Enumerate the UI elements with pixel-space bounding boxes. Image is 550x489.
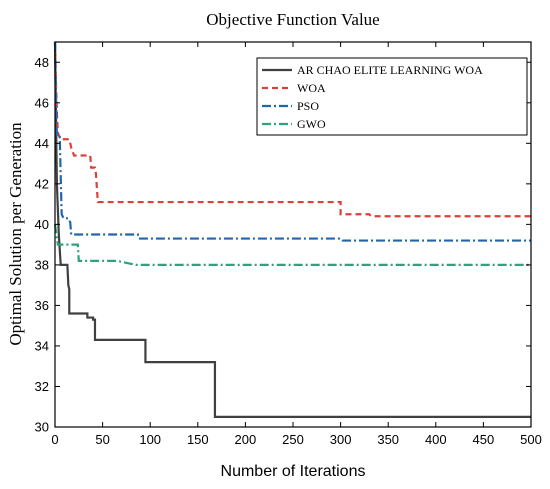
x-tick-label: 500 bbox=[520, 432, 542, 447]
x-tick-label: 50 bbox=[95, 432, 109, 447]
x-tick-label: 100 bbox=[139, 432, 161, 447]
x-tick-label: 250 bbox=[282, 432, 304, 447]
legend-label-1: AR CHAO ELITE LEARNING WOA bbox=[297, 63, 483, 77]
x-tick-label: 0 bbox=[51, 432, 58, 447]
y-tick-label: 44 bbox=[35, 136, 49, 151]
series-line-3 bbox=[53, 41, 531, 242]
y-tick-label: 48 bbox=[35, 55, 49, 70]
legend-box bbox=[256, 57, 528, 136]
x-axis-label: Number of Iterations bbox=[221, 463, 366, 480]
y-tick-label: 42 bbox=[35, 176, 49, 191]
series-line-2 bbox=[53, 41, 531, 218]
x-tick-label: 300 bbox=[330, 432, 352, 447]
series-line-4 bbox=[53, 224, 531, 266]
x-tick-label: 200 bbox=[235, 432, 257, 447]
y-tick-label: 32 bbox=[35, 379, 49, 394]
series-layer bbox=[53, 41, 531, 418]
plot-area: 0 50 100 150 200 250 300 350 400 450 500 30 32 34 36 3… bbox=[35, 41, 542, 447]
chart-title: Objective Function Value bbox=[206, 10, 379, 29]
x-tick-label: 350 bbox=[377, 432, 399, 447]
legend-label-2: WOA bbox=[297, 81, 326, 95]
y-tick-label: 36 bbox=[35, 298, 49, 313]
series-line-1 bbox=[53, 41, 531, 418]
x-tick-label: 150 bbox=[187, 432, 209, 447]
legend: AR CHAO ELITE LEARNING WOA WOA PSO GWO bbox=[256, 57, 528, 136]
legend-label-3: PSO bbox=[297, 99, 319, 113]
x-tick-label: 450 bbox=[473, 432, 495, 447]
x-axis: 0 50 100 150 200 250 300 350 400 450 500 bbox=[51, 42, 542, 447]
y-axis-label: Optimal Solution per Generation bbox=[6, 122, 25, 346]
legend-label-4: GWO bbox=[297, 117, 326, 131]
y-tick-label: 46 bbox=[35, 95, 49, 110]
y-tick-label: 30 bbox=[35, 420, 49, 435]
y-tick-label: 40 bbox=[35, 217, 49, 232]
y-tick-label: 38 bbox=[35, 257, 49, 272]
x-tick-label: 400 bbox=[425, 432, 447, 447]
y-tick-label: 34 bbox=[35, 338, 49, 353]
